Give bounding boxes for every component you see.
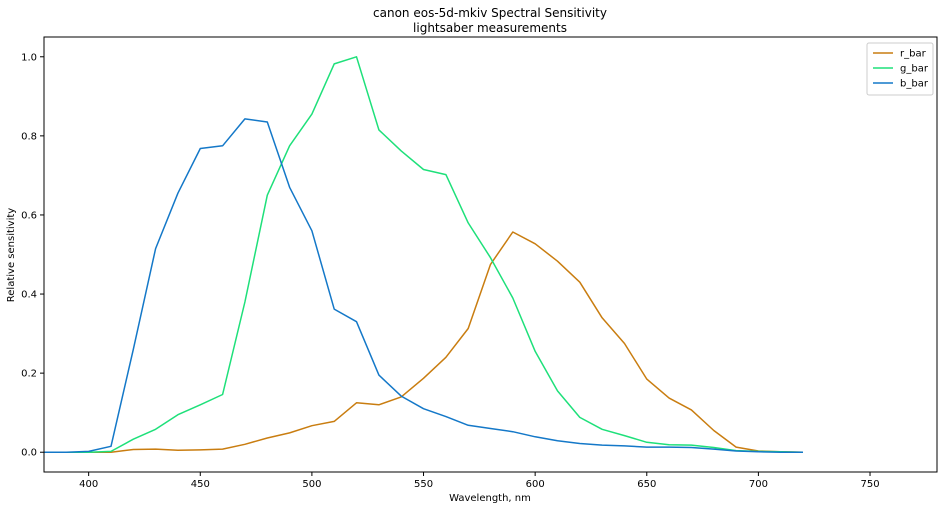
y-tick-label: 0.8: [21, 131, 37, 142]
y-tick-label: 0.2: [21, 369, 37, 380]
x-tick-label: 600: [526, 479, 545, 490]
x-tick-label: 700: [749, 479, 768, 490]
legend-box: [866, 42, 934, 96]
legend-label-b-bar: b_bar: [900, 79, 929, 90]
y-tick-label: 0.0: [21, 448, 37, 459]
chart-title: canon eos-5d-mkiv Spectral Sensitivity: [373, 6, 607, 20]
y-tick-label: 0.6: [21, 210, 37, 221]
ticks-layer: 400 450 500 550 600 650 700 750 0.0 0.2 0.4 0.6 0.8 1…: [21, 52, 879, 490]
legend-label-g-bar: g_bar: [900, 64, 929, 75]
series-layer: [44, 56, 804, 453]
x-tick-label: 750: [860, 479, 879, 490]
x-axis-label: Wavelength, nm: [449, 493, 531, 504]
x-tick-label: 550: [414, 479, 433, 490]
series-line-g-bar: [44, 56, 804, 453]
plot-frame: [43, 36, 938, 473]
legend: r_bar g_bar b_bar: [866, 42, 934, 96]
chart-subtitle: lightsaber measurements: [413, 21, 567, 35]
series-line-b-bar: [44, 118, 803, 453]
y-tick-label: 0.4: [21, 290, 37, 301]
x-tick-label: 500: [302, 479, 321, 490]
x-tick-label: 400: [79, 479, 98, 490]
x-tick-label: 650: [637, 479, 656, 490]
x-tick-label: 450: [191, 479, 210, 490]
legend-label-r-bar: r_bar: [900, 49, 927, 60]
series-line-r-bar: [44, 231, 804, 453]
y-tick-label: 1.0: [21, 52, 37, 63]
y-axis-label: Relative sensitivity: [6, 208, 17, 303]
